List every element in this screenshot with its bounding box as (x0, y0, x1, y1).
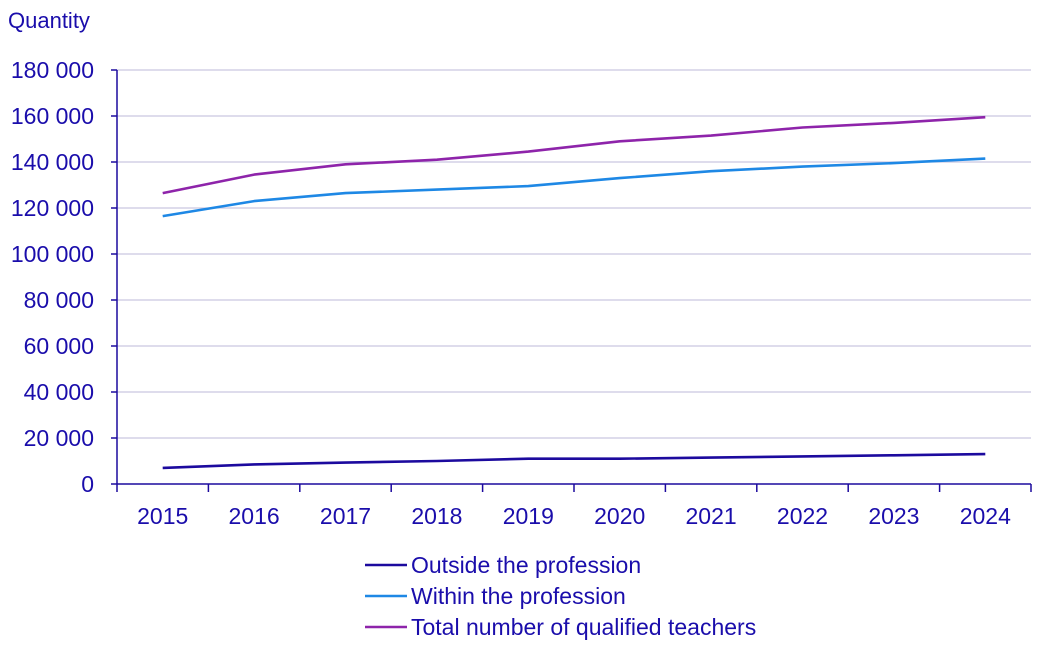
series-lines (162, 115, 986, 470)
legend-label: Within the profession (411, 583, 626, 609)
y-tick-label: 80 000 (24, 287, 94, 313)
x-tick-label: 2018 (411, 503, 462, 529)
x-tick-label: 2024 (960, 503, 1011, 529)
x-tick-label: 2021 (686, 503, 737, 529)
series-line-2 (162, 115, 986, 195)
y-axis-title: Quantity (8, 8, 90, 33)
y-tick-label: 60 000 (24, 333, 94, 359)
y-tick-label: 180 000 (11, 57, 94, 83)
x-tick-label: 2019 (503, 503, 554, 529)
x-tick-label: 2016 (229, 503, 280, 529)
y-tick-label: 100 000 (11, 241, 94, 267)
y-tick-label: 0 (81, 471, 94, 497)
legend-label: Outside the profession (411, 552, 641, 578)
x-tick-label: 2020 (594, 503, 645, 529)
y-tick-label: 120 000 (11, 195, 94, 221)
gridlines (117, 69, 1031, 439)
legend: Outside the profession Within the profess… (365, 552, 756, 640)
y-tick-label: 160 000 (11, 103, 94, 129)
y-axis-ticks: 0 20 000 40 000 60 000 80 000 100 000 120 000 1… (11, 57, 94, 497)
x-tick-label: 2022 (777, 503, 828, 529)
x-tick-label: 2017 (320, 503, 371, 529)
y-tick-label: 20 000 (24, 425, 94, 451)
x-tick-label: 2023 (868, 503, 919, 529)
legend-label: Total number of qualified teachers (411, 614, 756, 640)
x-tick-label: 2015 (137, 503, 188, 529)
series-line-1 (162, 157, 986, 218)
y-tick-label: 140 000 (11, 149, 94, 175)
y-tick-label: 40 000 (24, 379, 94, 405)
x-axis: 2015 2016 2017 2018 2019 2020 2021 2022 2023 2024 (111, 69, 1032, 529)
series-line-0 (162, 452, 986, 470)
